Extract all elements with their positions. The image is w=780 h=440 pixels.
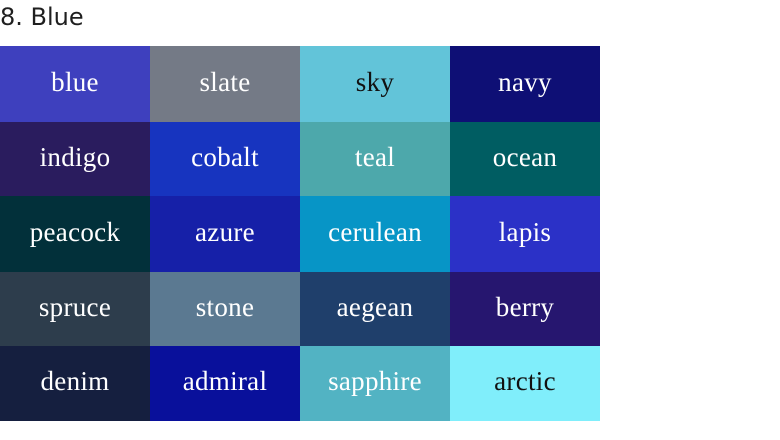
swatch-label: azure [195, 216, 255, 247]
swatch-lapis: lapis [450, 196, 600, 272]
swatch-label: arctic [494, 366, 556, 396]
swatch-teal: teal [300, 122, 450, 196]
swatch-cobalt: cobalt [150, 122, 300, 196]
swatch-sky: sky [300, 46, 450, 122]
swatch-sapphire: sapphire [300, 346, 450, 421]
swatch-label: sky [355, 66, 395, 97]
swatch-label: ocean [492, 141, 558, 172]
page-title: 8. Blue [0, 3, 84, 31]
swatch-cerulean: cerulean [300, 196, 450, 272]
swatch-label: sapphire [328, 366, 422, 396]
swatch-azure: azure [150, 196, 300, 272]
swatch-spruce: spruce [0, 272, 150, 346]
swatch-arctic: arctic [450, 346, 600, 421]
swatch-label: cerulean [328, 216, 422, 247]
swatch-label: berry [495, 291, 555, 322]
swatch-label: slate [199, 66, 251, 97]
swatch-label: denim [40, 366, 110, 396]
swatch-label: peacock [29, 216, 121, 247]
swatch-label: teal [354, 141, 396, 172]
swatch-ocean: ocean [450, 122, 600, 196]
swatch-peacock: peacock [0, 196, 150, 272]
swatch-label: indigo [39, 141, 111, 172]
swatch-indigo: indigo [0, 122, 150, 196]
swatch-admiral: admiral [150, 346, 300, 421]
color-swatch-grid: blue slate sky navy indigo cobalt teal o… [0, 46, 600, 421]
swatch-denim: denim [0, 346, 150, 421]
swatch-aegean: aegean [300, 272, 450, 346]
swatch-label: admiral [182, 366, 268, 396]
swatch-label: lapis [498, 216, 552, 247]
swatch-slate: slate [150, 46, 300, 122]
swatch-blue: blue [0, 46, 150, 122]
swatch-label: stone [195, 291, 255, 322]
swatch-berry: berry [450, 272, 600, 346]
swatch-label: aegean [336, 291, 414, 322]
swatch-navy: navy [450, 46, 600, 122]
swatch-label: blue [51, 66, 99, 97]
swatch-label: navy [498, 66, 552, 97]
swatch-label: spruce [38, 291, 112, 322]
swatch-label: cobalt [191, 141, 259, 172]
swatch-stone: stone [150, 272, 300, 346]
